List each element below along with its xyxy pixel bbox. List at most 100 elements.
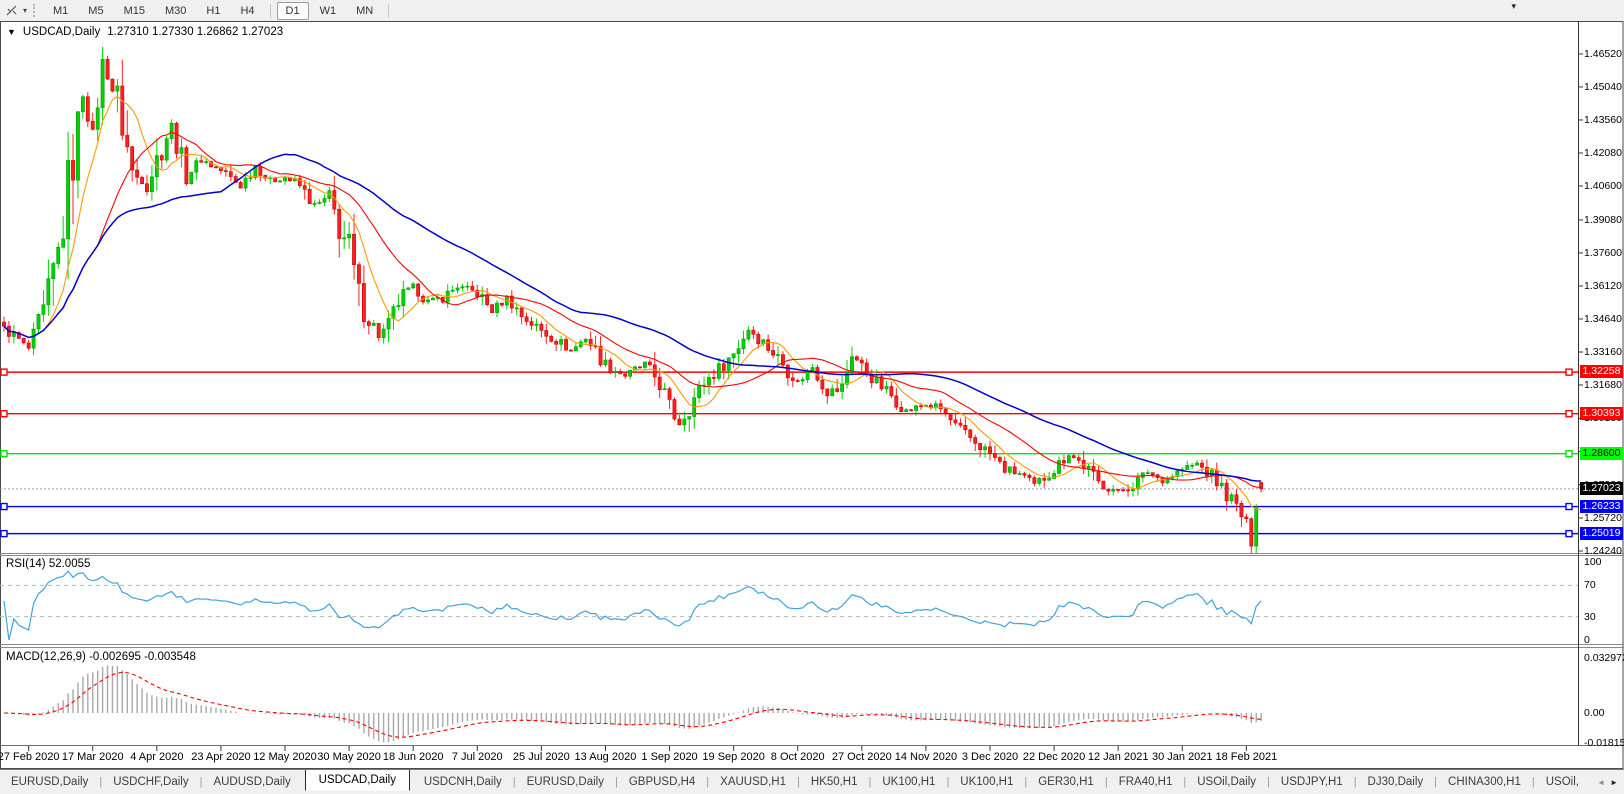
tab-fra40-h1-12[interactable]: FRA40,H1 xyxy=(1118,776,1173,788)
price-level-tag-1-28600[interactable]: 1.28600 xyxy=(1580,446,1623,460)
cursor-tool-icon[interactable] xyxy=(3,3,21,19)
macd-axis-label-0-032972: 0.032972 xyxy=(1584,652,1624,664)
price-axis-tick-1.42080: 1.42080 xyxy=(1584,146,1622,159)
price-axis-tick-1.43560: 1.43560 xyxy=(1584,113,1622,126)
tab-hk50-h1-8[interactable]: HK50,H1 xyxy=(810,776,858,788)
tab-uk100-h1-10[interactable]: UK100,H1 xyxy=(960,776,1014,788)
timeframe-button-d1[interactable]: D1 xyxy=(276,1,309,20)
date-label-30-may-2020: 30 May 2020 xyxy=(317,751,381,763)
tab-separator: | xyxy=(512,776,516,788)
price-axis-tick-1.39080: 1.39080 xyxy=(1584,213,1622,226)
tab-scroll-arrows: ◄ ► xyxy=(1578,778,1624,787)
macd-axis-label-0-00: 0.00 xyxy=(1584,707,1605,719)
tab-separator: | xyxy=(614,776,618,788)
timeframe-group: M1 M5 M15 M30 H1 H4 D1 W1 MN xyxy=(43,1,394,20)
toolbar-grip-handle[interactable] xyxy=(33,4,37,17)
date-label-7-jul-2020: 7 Jul 2020 xyxy=(451,751,503,763)
tab-usoil-17[interactable]: USOil, xyxy=(1545,776,1578,788)
tab-usdchf-daily-1[interactable]: USDCHF,Daily xyxy=(113,776,189,788)
price-axis-tick-1.36120: 1.36120 xyxy=(1584,279,1622,292)
timeframe-button-m1[interactable]: M1 xyxy=(53,4,69,17)
tab-separator: | xyxy=(1024,776,1028,788)
tab-separator: | xyxy=(1104,776,1108,788)
tab-gbpusd-h4-6[interactable]: GBPUSD,H4 xyxy=(628,776,696,788)
date-label-25-jul-2020: 25 Jul 2020 xyxy=(512,751,570,763)
tab-separator: | xyxy=(1183,776,1187,788)
toolbar-overflow-icon[interactable]: ▾ xyxy=(1511,1,1516,11)
rsi-axis-label-30: 30 xyxy=(1584,610,1596,623)
timeframe-button-mn[interactable]: MN xyxy=(356,4,374,17)
timeframe-toolbar: ▾ M1 M5 M15 M30 H1 H4 D1 W1 MN ▾ xyxy=(0,0,1624,21)
tab-separator: | xyxy=(796,776,800,788)
rsi-axis-label-100: 100 xyxy=(1584,556,1602,568)
tab-usdjpy-h1-14[interactable]: USDJPY,H1 xyxy=(1280,776,1343,788)
date-label-17-mar-2020: 17 Mar 2020 xyxy=(61,751,124,763)
date-label-1-sep-2020: 1 Sep 2020 xyxy=(641,751,698,763)
tab-eurusd-daily-5[interactable]: EURUSD,Daily xyxy=(526,776,604,788)
chart-tab-bar: EURUSD,Daily | USDCHF,Daily | AUDUSD,Daily | U… xyxy=(0,769,1624,794)
tool-dropdown-caret-icon[interactable]: ▾ xyxy=(23,6,28,15)
tab-separator: | xyxy=(99,776,103,788)
tab-separator: | xyxy=(1353,776,1357,788)
tab-ger30-h1-11[interactable]: GER30,H1 xyxy=(1038,776,1094,788)
tab-separator: | xyxy=(1267,776,1270,788)
price-axis-tick-1.31680: 1.31680 xyxy=(1584,379,1622,391)
price-axis-tick-1.46520: 1.46520 xyxy=(1584,47,1622,60)
price-level-tag-1-27023[interactable]: 1.27023 xyxy=(1580,481,1623,495)
tab-audusd-daily-2[interactable]: AUDUSD,Daily xyxy=(213,776,291,788)
tab-eurusd-daily-0[interactable]: EURUSD,Daily xyxy=(11,776,89,788)
tab-separator: | xyxy=(1531,776,1535,788)
date-label-27-oct-2020: 27 Oct 2020 xyxy=(831,751,892,763)
chart-title-symbol: USDCAD,Daily xyxy=(22,26,101,38)
date-label-12-jan-2021: 12 Jan 2021 xyxy=(1087,751,1149,763)
tab-separator: | xyxy=(199,776,203,788)
date-label-8-oct-2020: 8 Oct 2020 xyxy=(770,751,825,763)
price-level-tag-1-30393[interactable]: 1.30393 xyxy=(1580,406,1623,420)
date-label-23-apr-2020: 23 Apr 2020 xyxy=(191,751,251,763)
timeframe-button-h4[interactable]: H4 xyxy=(240,4,255,17)
rsi-title: RSI(14) 52.0055 xyxy=(6,558,91,570)
tab-uk100-h1-9[interactable]: UK100,H1 xyxy=(882,776,936,788)
date-label-18-jun-2020: 18 Jun 2020 xyxy=(382,751,444,763)
tab-xauusd-h1-7[interactable]: XAUUSD,H1 xyxy=(720,776,786,788)
tab-separator: | xyxy=(706,776,710,788)
tab-usdcnh-daily-4[interactable]: USDCNH,Daily xyxy=(423,776,502,788)
tab-usoil-daily-13[interactable]: USOil,Daily xyxy=(1197,776,1257,788)
date-label-3-dec-2020: 3 Dec 2020 xyxy=(961,751,1019,763)
date-label-14-nov-2020: 14 Nov 2020 xyxy=(894,751,958,763)
date-label-13-aug-2020: 13 Aug 2020 xyxy=(574,751,637,763)
rsi-axis-label-0: 0 xyxy=(1584,634,1590,646)
date-label-12-may-2020: 12 May 2020 xyxy=(253,751,317,763)
price-axis-tick-1.33160: 1.33160 xyxy=(1584,345,1622,358)
date-label-30-jan-2021: 30 Jan 2021 xyxy=(1151,751,1213,763)
macd-axis-label-0-018154: -0.018154 xyxy=(1584,737,1624,750)
chart-title-ohlc: 1.27310 1.27330 1.26862 1.27023 xyxy=(107,26,284,38)
timeframe-button-h1[interactable]: H1 xyxy=(206,4,221,17)
timeframe-button-w1[interactable]: W1 xyxy=(319,4,337,17)
date-label-4-apr-2020: 4 Apr 2020 xyxy=(130,751,184,763)
tab-usdcad-daily-3[interactable]: USDCAD,Daily xyxy=(304,770,410,791)
timeframe-button-m30[interactable]: M30 xyxy=(164,4,187,17)
symbol-dropdown-icon[interactable]: ▼ xyxy=(7,27,16,37)
price-axis-tick-1.40600: 1.40600 xyxy=(1584,180,1622,192)
rsi-axis-label-70: 70 xyxy=(1584,579,1596,592)
date-label-18-feb-2021: 18 Feb 2021 xyxy=(1215,751,1278,763)
price-axis-tick-1.34640: 1.34640 xyxy=(1584,312,1622,325)
tabs-scroll-left-icon[interactable]: ◄ xyxy=(1597,777,1606,787)
macd-title: MACD(12,26,9) -0.002695 -0.003548 xyxy=(6,651,196,663)
price-axis-tick-1.37600: 1.37600 xyxy=(1584,246,1622,259)
tab-dj30-daily-15[interactable]: DJ30,Daily xyxy=(1367,776,1424,788)
price-level-tag-1-25019[interactable]: 1.25019 xyxy=(1580,526,1623,540)
price-axis-tick-1.24240: 1.24240 xyxy=(1584,545,1622,557)
tab-separator: | xyxy=(868,776,872,788)
tab-bar-tabs: EURUSD,Daily | USDCHF,Daily | AUDUSD,Daily | U… xyxy=(0,770,1578,794)
tab-china300-h1-16[interactable]: CHINA300,H1 xyxy=(1448,776,1521,788)
date-label-19-sep-2020: 19 Sep 2020 xyxy=(702,751,765,763)
tabs-scroll-right-icon[interactable]: ► xyxy=(1610,777,1618,787)
timeframe-button-m5[interactable]: M5 xyxy=(88,4,104,17)
tab-separator: | xyxy=(1434,776,1438,788)
price-level-tag-1-26233[interactable]: 1.26233 xyxy=(1580,499,1623,513)
price-level-tag-1-32258[interactable]: 1.32258 xyxy=(1580,365,1623,379)
timeframe-button-m15[interactable]: M15 xyxy=(123,4,145,17)
